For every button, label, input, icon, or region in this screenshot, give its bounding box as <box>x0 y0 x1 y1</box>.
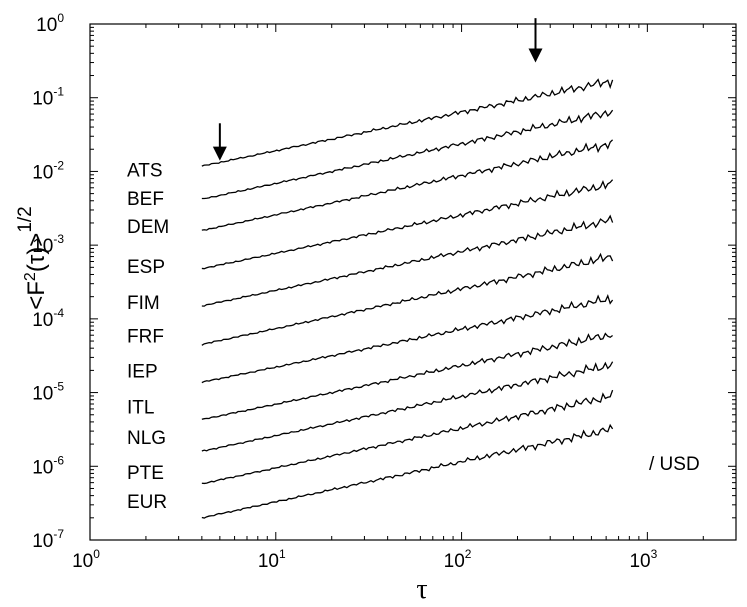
series-line-pte <box>201 389 614 485</box>
plot-area-border <box>89 23 737 541</box>
y-axis-label: <F2(τ)>1/2 <box>15 206 50 310</box>
y-tick-label: 10-5 <box>32 380 64 405</box>
plot-frame <box>89 23 737 541</box>
x-axis: 100 101 102 103 <box>72 24 737 572</box>
series-line-dem <box>201 139 614 231</box>
series-label-ats: ATS <box>127 161 163 182</box>
y-axis: 10-7 10-6 10-5 10-4 10-3 10-2 10-1 100 <box>32 11 736 552</box>
x-tick-label: 100 <box>72 547 100 572</box>
y-tick-label: 100 <box>36 11 64 36</box>
y-tick-label: 10-1 <box>32 85 64 110</box>
series-label-pte: PTE <box>127 463 164 484</box>
series-lines <box>201 78 614 519</box>
x-tick-label: 101 <box>258 547 286 572</box>
y-label-main: <F <box>23 281 50 310</box>
series-label-itl: ITL <box>127 398 154 419</box>
series-line-bef <box>201 109 614 200</box>
arrow-head <box>528 48 543 63</box>
y-label-power: 1/2 <box>15 206 36 232</box>
y-label-mid: (τ)> <box>23 233 50 272</box>
series-line-nlg <box>201 361 614 452</box>
series-line-itl <box>201 332 613 420</box>
series-label-eur: EUR <box>127 492 167 513</box>
arrow-head <box>212 146 227 161</box>
series-label-frf: FRF <box>127 326 164 347</box>
y-tick-label: 10-2 <box>32 158 64 183</box>
series-label-bef: BEF <box>127 189 164 210</box>
x-tick-label: 102 <box>444 547 472 572</box>
series-line-fim <box>201 214 614 307</box>
series-line-eur <box>201 423 614 519</box>
series-labels: ATS BEF DEM ESP FIM FRF IEP ITL NLG PTE EUR <box>127 161 169 514</box>
series-label-nlg: NLG <box>127 428 166 449</box>
series-label-esp: ESP <box>127 257 165 278</box>
series-line-ats <box>201 78 614 167</box>
series-line-frf <box>201 252 614 346</box>
series-label-dem: DEM <box>127 217 169 238</box>
series-line-esp <box>201 179 614 270</box>
x-axis-label: τ <box>416 574 427 605</box>
series-line-iep <box>201 293 614 384</box>
currency-annotation: / USD <box>649 454 700 475</box>
x-tick-label: 103 <box>629 547 657 572</box>
y-tick-label: 10-3 <box>32 232 64 257</box>
y-tick-label: 10-7 <box>32 527 64 552</box>
series-label-iep: IEP <box>127 362 158 383</box>
y-tick-label: 10-6 <box>32 453 64 478</box>
y-tick-label: 10-4 <box>32 306 64 331</box>
arrows <box>212 18 543 161</box>
y-label-sup: 2 <box>22 272 39 281</box>
series-label-fim: FIM <box>127 293 160 314</box>
